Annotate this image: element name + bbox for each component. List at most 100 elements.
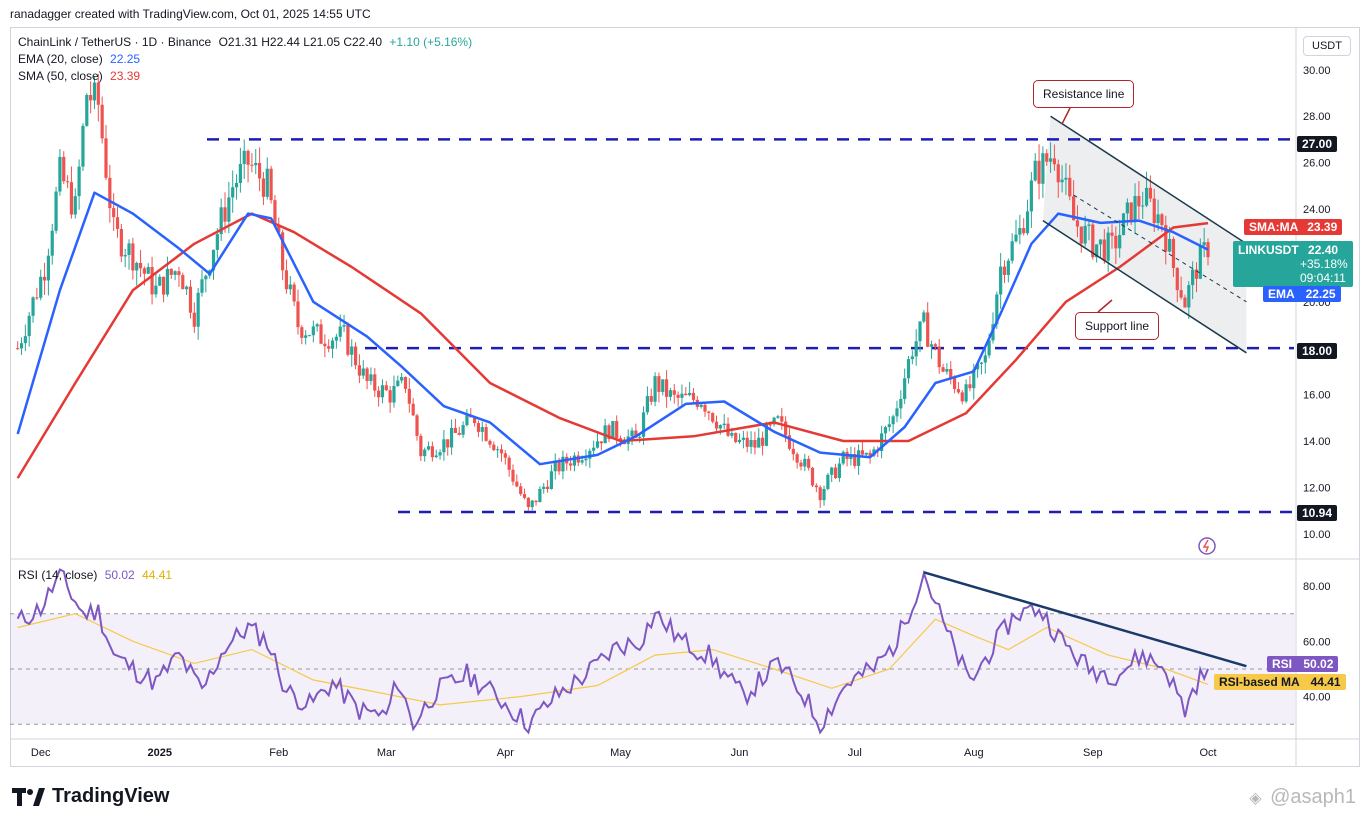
candle-body	[234, 182, 239, 188]
candle-body	[791, 448, 795, 455]
candle-body	[653, 376, 657, 402]
price-tick-label: 26.00	[1303, 158, 1331, 170]
candle-body	[853, 454, 857, 466]
candle-body	[837, 463, 841, 478]
candle-body	[511, 469, 515, 482]
candle-body	[1098, 239, 1103, 245]
candle-body	[592, 447, 596, 451]
candle-body	[1083, 225, 1087, 244]
candle-body	[1171, 238, 1176, 269]
candle-body	[415, 415, 419, 436]
candle-body	[772, 417, 776, 425]
support-pointer	[1097, 299, 1113, 313]
candle-body	[929, 344, 934, 347]
candle-body	[1168, 238, 1172, 252]
candle-body	[446, 439, 450, 448]
rsi-trendline	[923, 571, 1247, 668]
candle-body	[261, 178, 266, 197]
resistance-callout[interactable]: Resistance line	[1033, 80, 1135, 108]
candle-body	[757, 437, 761, 448]
symbol-tag-value: 22.40	[1308, 243, 1339, 257]
candle-body	[615, 421, 619, 439]
ema-tag-value: 22.25	[1305, 287, 1336, 301]
candle-body	[1144, 187, 1149, 206]
candle-body	[227, 197, 231, 222]
credit-line: ranadagger created with TradingView.com,…	[10, 7, 371, 21]
candle-body	[641, 412, 646, 437]
resistance-pointer	[1061, 107, 1071, 125]
candle-body	[1202, 242, 1206, 246]
candle-body	[254, 162, 258, 166]
candle-body	[987, 340, 991, 356]
time-tick-label: 2025	[148, 747, 172, 759]
candle-body	[407, 388, 411, 404]
level-tag-18: 18.00	[1297, 343, 1338, 359]
candle-body	[296, 301, 300, 328]
candle-body	[188, 286, 193, 313]
candle-body	[979, 362, 984, 364]
candle-body	[496, 449, 500, 451]
candle-body	[85, 94, 89, 126]
candle-body	[1110, 232, 1114, 236]
time-tick-label: Apr	[497, 747, 514, 759]
currency-selector[interactable]: USDT	[1303, 36, 1351, 56]
candle-body	[250, 164, 254, 166]
rsi-ma-tag-value: 44.41	[1310, 675, 1341, 689]
candle-body	[1114, 235, 1118, 249]
candle-body	[634, 430, 638, 438]
candle-body	[949, 368, 953, 379]
sma-tag-value: 23.39	[1307, 220, 1338, 234]
candle-body	[918, 321, 922, 342]
support-callout[interactable]: Support line	[1075, 312, 1160, 340]
candle-body	[400, 377, 404, 381]
candle-body	[319, 324, 323, 344]
rsi-tick-label: 60.00	[1303, 636, 1331, 648]
time-tick-label: Dec	[31, 747, 51, 759]
sma-50-line	[16, 212, 1209, 479]
symbol-tag-change: +35.18%	[1300, 257, 1348, 271]
candle-body	[588, 450, 592, 459]
rsi-tick-label: 40.00	[1303, 692, 1331, 704]
candle-body	[246, 150, 250, 165]
candle-body	[365, 368, 369, 382]
candle-body	[645, 396, 649, 413]
candle-body	[983, 355, 987, 363]
candle-body	[1160, 214, 1164, 226]
legend-ema-row[interactable]: EMA (20, close) 22.25	[18, 52, 140, 66]
candle-body	[664, 379, 669, 397]
candle-body	[780, 416, 784, 422]
candle-body	[714, 421, 719, 429]
candle-body	[484, 427, 488, 441]
legend-sma-row[interactable]: SMA (50, close) 23.39	[18, 69, 140, 83]
candle-body	[1056, 164, 1060, 183]
candle-body	[438, 452, 442, 456]
candle-body	[330, 340, 335, 349]
legend-rsi-row[interactable]: RSI (14, close) 50.02 44.41	[18, 568, 172, 582]
candle-body	[534, 500, 538, 503]
candle-body	[373, 374, 377, 391]
legend-ohlc: O21.31 H22.44 L21.05 C22.40	[218, 35, 383, 49]
candle-body	[27, 315, 31, 337]
candle-body	[711, 413, 715, 422]
candle-body	[423, 449, 427, 457]
tradingview-logo[interactable]: TradingView	[12, 785, 169, 808]
time-tick-label: May	[610, 747, 631, 759]
candle-body	[799, 462, 803, 467]
candle-body	[54, 191, 58, 231]
candle-body	[545, 486, 550, 490]
candle-body	[181, 275, 185, 290]
legend-rsi-ma-value: 44.41	[142, 568, 173, 582]
candle-body	[1052, 158, 1057, 165]
candle-body	[899, 398, 903, 409]
candle-body	[346, 325, 350, 355]
candle-body	[1018, 228, 1022, 235]
candle-body	[31, 297, 35, 316]
candle-body	[150, 266, 154, 295]
candle-body	[753, 439, 757, 448]
candle-body	[887, 424, 891, 428]
ema-tag-label: EMA	[1268, 287, 1295, 301]
candle-body	[35, 297, 39, 299]
candle-body	[580, 460, 584, 463]
candle-body	[19, 343, 24, 349]
